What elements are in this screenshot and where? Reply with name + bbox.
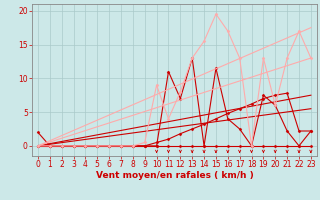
X-axis label: Vent moyen/en rafales ( km/h ): Vent moyen/en rafales ( km/h ) [96,171,253,180]
